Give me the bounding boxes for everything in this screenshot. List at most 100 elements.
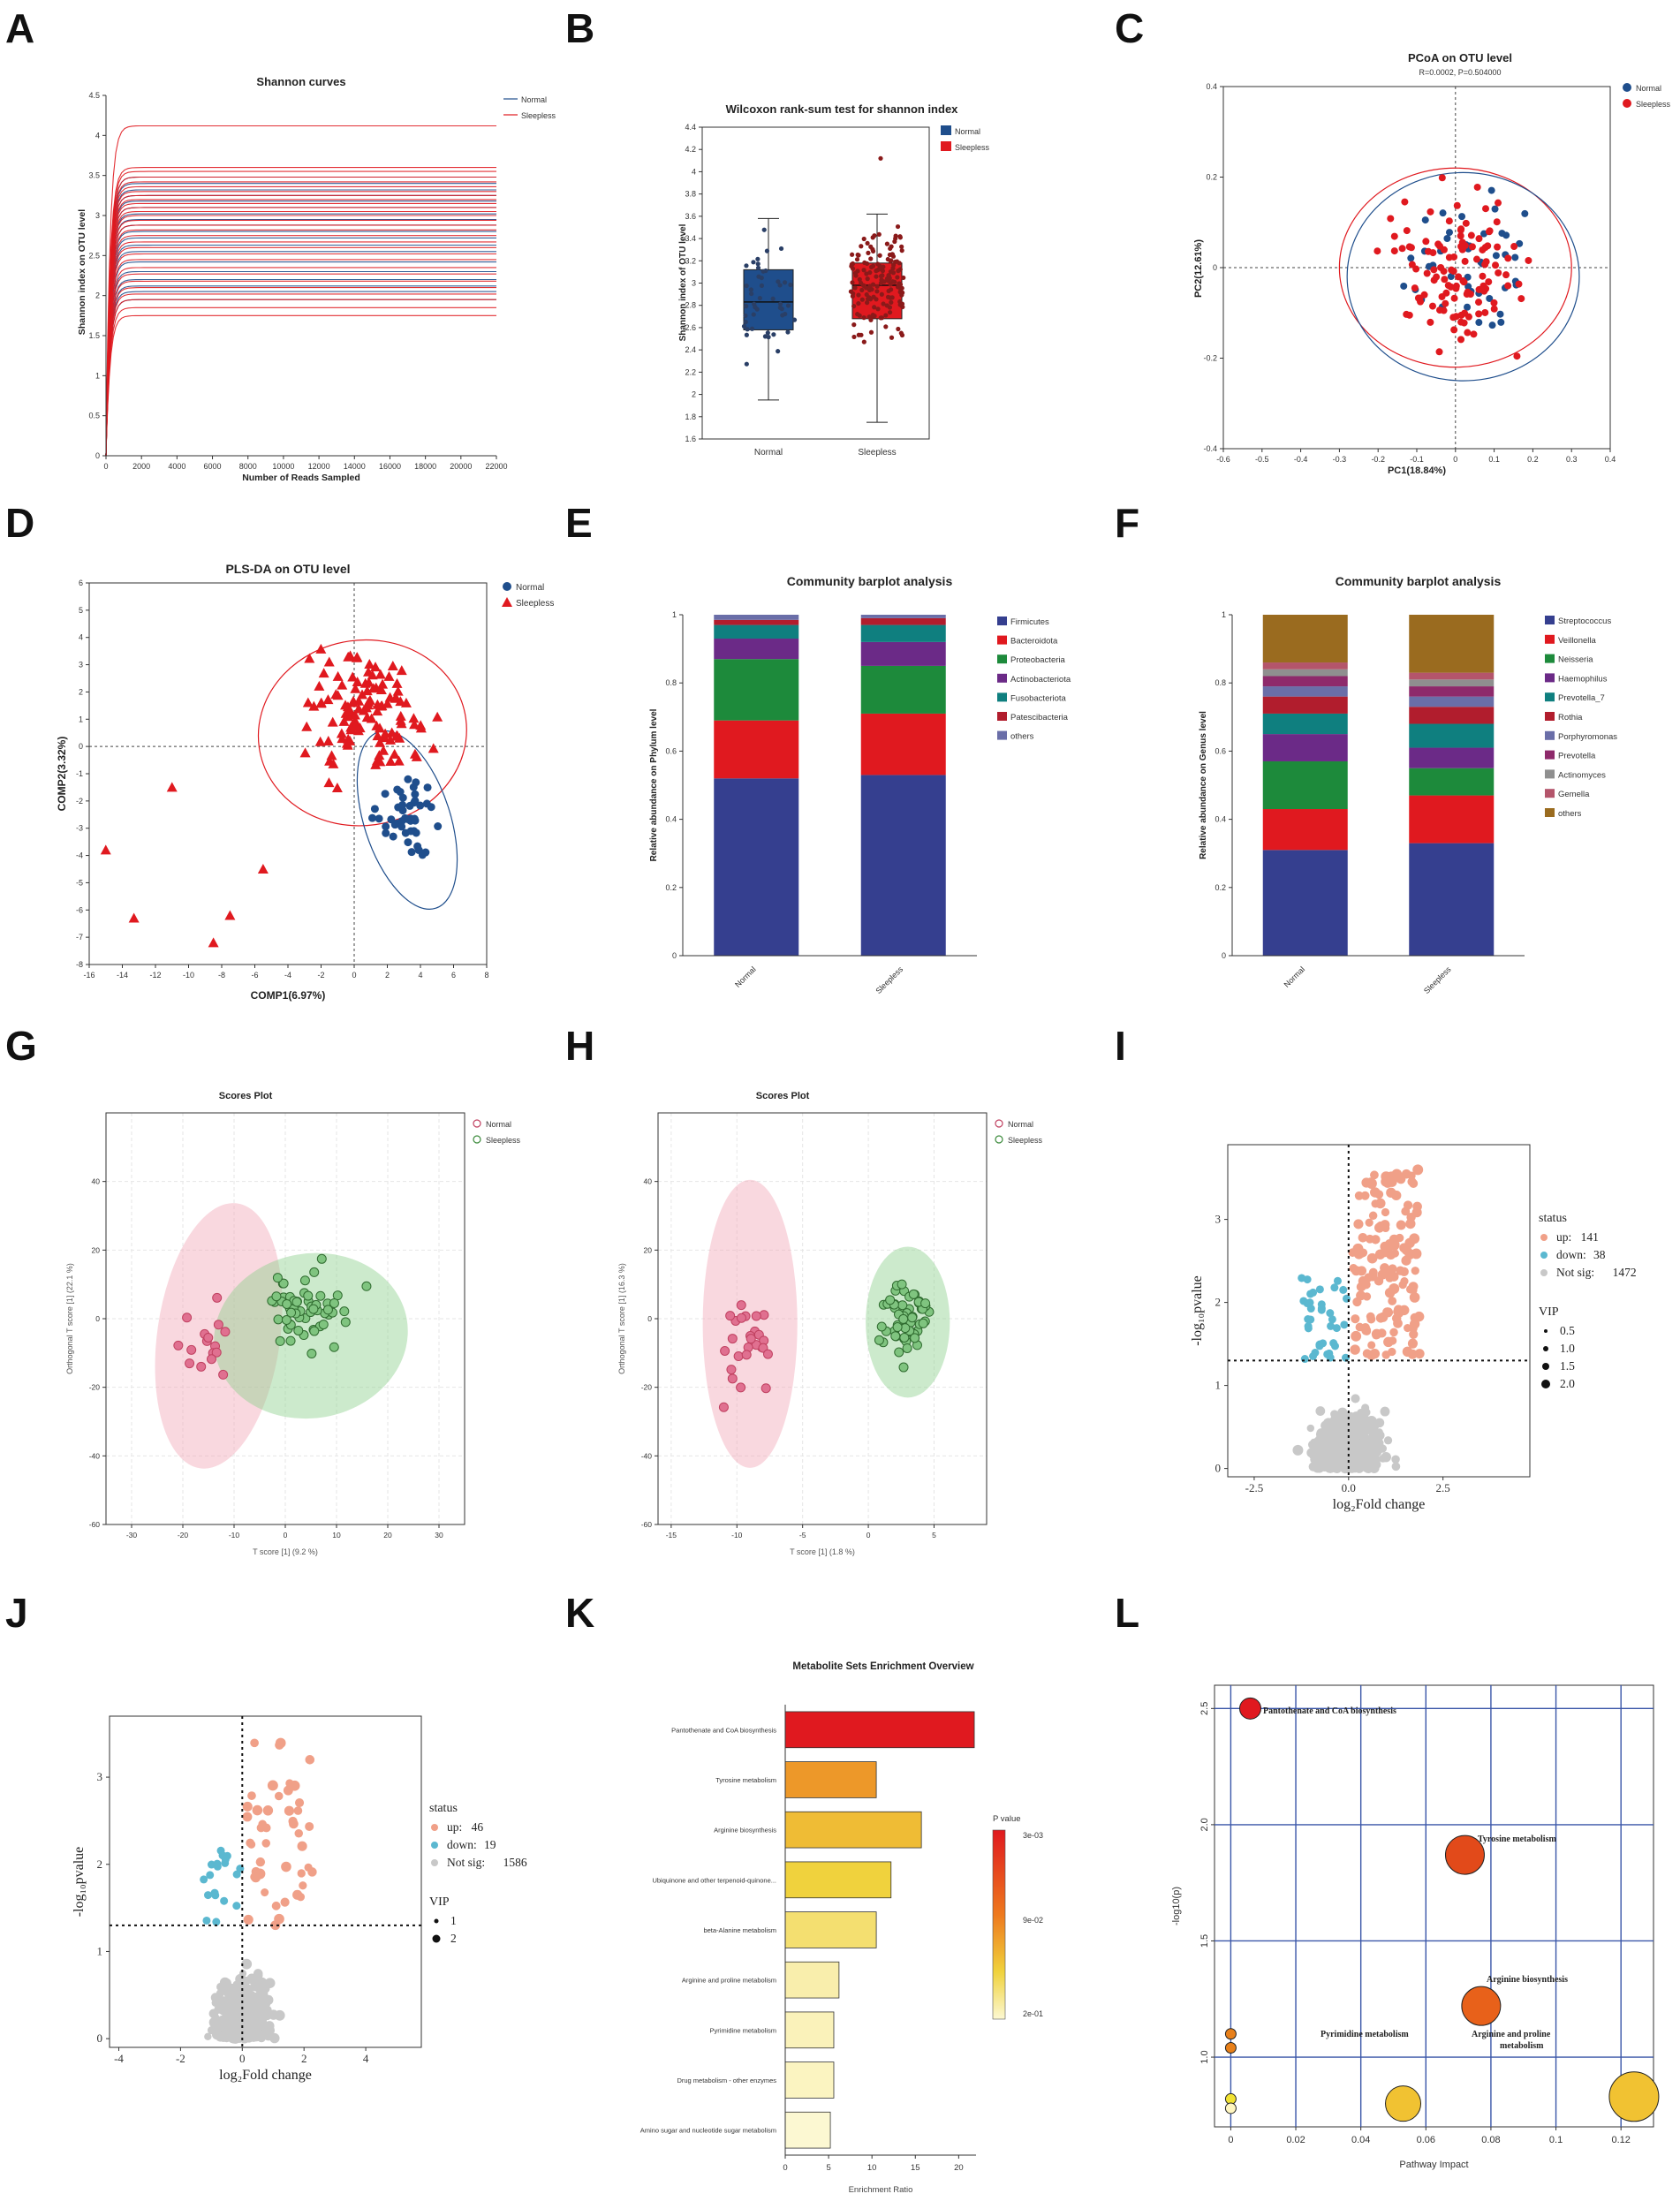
data-point bbox=[907, 1313, 918, 1323]
legend-swatch bbox=[1545, 750, 1555, 760]
data-point bbox=[778, 246, 784, 252]
data-point bbox=[1475, 319, 1483, 327]
data-point bbox=[432, 711, 443, 722]
vip-label: 0.5 bbox=[1560, 1324, 1575, 1337]
x-tick-label: 20000 bbox=[450, 462, 472, 471]
data-point bbox=[897, 302, 903, 307]
not-sig-point bbox=[1328, 1418, 1340, 1430]
data-point bbox=[892, 279, 897, 284]
rarefaction-curve bbox=[105, 219, 496, 457]
data-point bbox=[350, 720, 361, 730]
data-point bbox=[1479, 272, 1487, 280]
legend-label: Not sig: bbox=[1556, 1266, 1594, 1279]
up-point bbox=[1361, 1325, 1372, 1335]
x-tick-label: -10 bbox=[229, 1531, 240, 1539]
vip-title: VIP bbox=[1539, 1305, 1559, 1319]
data-point bbox=[866, 295, 872, 301]
not-sig-point bbox=[1379, 1454, 1388, 1463]
rarefaction-curve bbox=[105, 210, 496, 457]
legend-marker bbox=[941, 125, 951, 135]
data-point bbox=[1521, 209, 1529, 217]
data-point bbox=[316, 1253, 327, 1264]
rarefaction-curve bbox=[105, 207, 496, 457]
up-point bbox=[250, 1872, 259, 1881]
y-tick-label: 0 bbox=[97, 2031, 103, 2045]
data-point bbox=[888, 258, 893, 264]
data-point bbox=[859, 287, 865, 293]
data-point bbox=[892, 1322, 903, 1333]
data-point bbox=[898, 1313, 909, 1324]
y-tick-label: 0.5 bbox=[88, 412, 100, 420]
data-point bbox=[889, 335, 895, 340]
data-point bbox=[1443, 234, 1451, 242]
data-point bbox=[318, 668, 329, 678]
data-point bbox=[1517, 295, 1525, 303]
up-point bbox=[242, 1801, 253, 1812]
x-tick-label: 15 bbox=[911, 2163, 920, 2173]
up-point bbox=[1389, 1282, 1400, 1294]
up-point bbox=[1353, 1219, 1364, 1229]
data-point bbox=[347, 671, 359, 682]
data-point bbox=[868, 256, 874, 261]
data-point bbox=[337, 679, 348, 690]
y-tick-label: 2.8 bbox=[685, 301, 696, 310]
data-point bbox=[1445, 217, 1453, 225]
panel-letter-i: I bbox=[1115, 1023, 1126, 1069]
not-sig-point bbox=[210, 1993, 221, 2003]
bar-segment-prevotella bbox=[1409, 686, 1495, 697]
pathway-bubble bbox=[1608, 2071, 1660, 2122]
y-tick-label: 4 bbox=[95, 131, 100, 140]
up-point bbox=[1390, 1249, 1399, 1258]
data-point bbox=[1510, 243, 1518, 251]
data-point bbox=[874, 284, 880, 289]
x-axis-label: PC1(18.84%) bbox=[1388, 465, 1446, 476]
y-tick-label: 3.5 bbox=[88, 171, 100, 180]
y-tick-label: 3 bbox=[1215, 1213, 1222, 1226]
bar-segment-proteobacteria bbox=[860, 665, 946, 714]
data-point bbox=[850, 252, 855, 257]
data-point bbox=[408, 713, 420, 723]
x-tick-label: 8000 bbox=[239, 462, 257, 471]
data-point bbox=[186, 1344, 197, 1355]
data-point bbox=[405, 801, 414, 810]
data-point bbox=[777, 305, 783, 310]
data-point bbox=[745, 327, 750, 332]
group-ellipse bbox=[155, 1203, 283, 1469]
x-tick-label: 16000 bbox=[379, 462, 401, 471]
data-point bbox=[874, 269, 879, 274]
data-point bbox=[861, 339, 866, 344]
not-sig-point bbox=[231, 1993, 238, 2001]
vip-marker bbox=[1544, 1329, 1548, 1333]
data-point bbox=[323, 777, 335, 788]
rarefaction-curve bbox=[105, 267, 496, 457]
rarefaction-curve bbox=[105, 125, 496, 457]
data-point bbox=[1497, 318, 1505, 326]
up-point bbox=[243, 1914, 254, 1925]
down-point bbox=[232, 1870, 241, 1879]
data-point bbox=[364, 659, 375, 670]
y-tick-label: 0.2 bbox=[665, 883, 677, 892]
bar-segment-veillonella bbox=[1262, 809, 1348, 851]
data-point bbox=[1423, 269, 1431, 277]
down-point bbox=[212, 1918, 221, 1926]
up-point bbox=[1399, 1267, 1409, 1277]
legend-marker bbox=[1540, 1269, 1548, 1276]
data-point bbox=[390, 821, 399, 829]
data-point bbox=[1430, 266, 1438, 274]
rarefaction-curve bbox=[105, 194, 496, 457]
y-tick-label: -5 bbox=[76, 878, 83, 887]
y-tick-label: 2 bbox=[95, 291, 100, 300]
data-point bbox=[744, 263, 749, 269]
y-tick-label: -1 bbox=[76, 769, 83, 778]
y-tick-label: 3 bbox=[692, 279, 696, 288]
down-point bbox=[1317, 1300, 1326, 1309]
legend-label: Veillonella bbox=[1558, 636, 1596, 646]
category-label: Tyrosine metabolism bbox=[715, 1776, 776, 1784]
data-point bbox=[1502, 271, 1510, 279]
data-point bbox=[372, 706, 383, 716]
bar-segment-firmicutes bbox=[714, 778, 799, 956]
data-point bbox=[1438, 292, 1446, 300]
legend-label: Normal bbox=[486, 1120, 511, 1129]
data-point bbox=[196, 1361, 207, 1372]
